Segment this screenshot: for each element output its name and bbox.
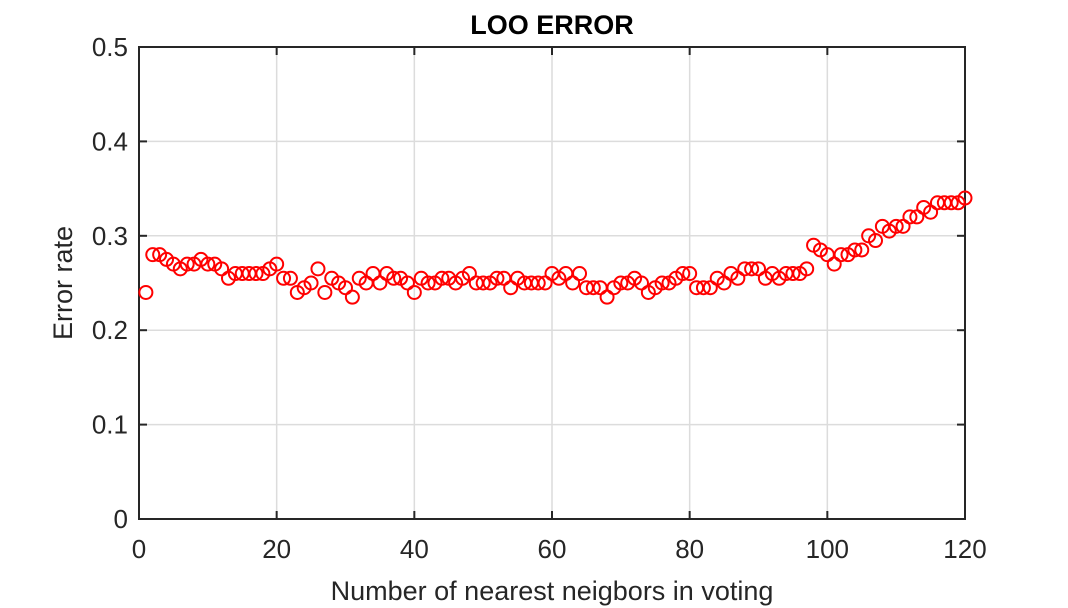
data-point <box>799 261 815 277</box>
data-point <box>475 275 491 291</box>
data-point <box>565 275 581 291</box>
data-point <box>744 261 760 277</box>
data-point <box>599 289 615 305</box>
data-point <box>854 242 870 258</box>
data-point <box>957 190 973 206</box>
data-point <box>303 275 319 291</box>
data-point <box>826 256 842 272</box>
data-point <box>317 284 333 300</box>
data-point <box>833 247 849 263</box>
data-point <box>654 275 670 291</box>
data-point <box>902 209 918 225</box>
data-point <box>572 266 588 282</box>
y-tick-labels: 0 0.1 0.2 0.3 0.4 0.5 <box>92 32 128 534</box>
data-point <box>344 289 360 305</box>
data-point <box>613 275 629 291</box>
y-tick-label: 0.2 <box>92 315 128 345</box>
y-tick-label: 0.1 <box>92 410 128 440</box>
data-point <box>434 270 450 286</box>
x-tick-label: 0 <box>132 534 146 564</box>
chart-title: LOO ERROR <box>470 10 634 40</box>
data-point <box>248 266 264 282</box>
x-axis-label: Number of nearest neigbors in voting <box>331 576 774 606</box>
data-point <box>406 284 422 300</box>
data-point <box>888 218 904 234</box>
data-point <box>138 284 154 300</box>
data-point <box>943 195 959 211</box>
x-tick-label: 120 <box>943 534 986 564</box>
data-point <box>868 233 884 249</box>
data-point <box>269 256 285 272</box>
data-point <box>675 266 691 282</box>
x-tick-label: 60 <box>538 534 567 564</box>
x-tick-label: 40 <box>400 534 429 564</box>
y-tick-label: 0 <box>114 504 128 534</box>
data-point <box>847 242 863 258</box>
y-axis-label: Error rate <box>48 226 78 340</box>
x-tick-label: 80 <box>675 534 704 564</box>
data-point <box>372 275 388 291</box>
x-tick-label: 20 <box>262 534 291 564</box>
data-point <box>489 270 505 286</box>
data-point <box>145 247 161 263</box>
data-point <box>585 280 601 296</box>
data-point <box>530 275 546 291</box>
x-tick-label: 100 <box>806 534 849 564</box>
y-tick-label: 0.4 <box>92 126 128 156</box>
data-point <box>503 280 519 296</box>
data-point <box>682 266 698 282</box>
plot-frame <box>138 46 966 520</box>
y-tick-label: 0.3 <box>92 221 128 251</box>
y-tick-label: 0.5 <box>92 32 128 62</box>
data-point <box>785 266 801 282</box>
data-points <box>138 190 973 305</box>
data-point <box>386 270 402 286</box>
grid <box>139 47 965 519</box>
data-point <box>310 261 326 277</box>
data-point <box>365 266 381 282</box>
data-point <box>200 256 216 272</box>
data-point <box>695 280 711 296</box>
data-point <box>420 275 436 291</box>
x-tick-labels: 0 20 40 60 80 100 120 <box>132 534 987 564</box>
data-point <box>179 256 195 272</box>
data-point <box>282 270 298 286</box>
data-point <box>276 270 292 286</box>
